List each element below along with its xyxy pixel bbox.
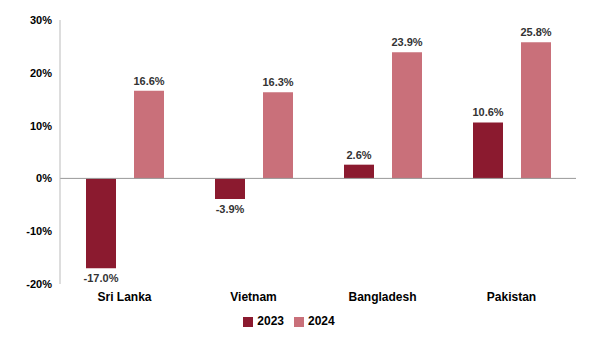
svg-text:25.8%: 25.8%	[520, 26, 551, 38]
svg-text:Vietnam: Vietnam	[230, 290, 276, 304]
svg-text:16.3%: 16.3%	[262, 76, 293, 88]
svg-text:Sri Lanka: Sri Lanka	[97, 290, 151, 304]
svg-text:10.6%: 10.6%	[472, 106, 503, 118]
svg-text:16.6%: 16.6%	[133, 75, 164, 87]
svg-text:-17.0%: -17.0%	[84, 272, 119, 284]
html-text:2024: 2024	[308, 314, 335, 328]
svg-text:23.9%: 23.9%	[391, 36, 422, 48]
svg-text:0%: 0%	[36, 172, 52, 184]
svg-text:10%: 10%	[30, 120, 52, 132]
svg-text:Bangladesh: Bangladesh	[348, 290, 416, 304]
svg-text:Pakistan: Pakistan	[487, 290, 536, 304]
svg-text:-3.9%: -3.9%	[216, 203, 245, 215]
svg-text:2.6%: 2.6%	[346, 149, 371, 161]
svg-text:-10%: -10%	[26, 225, 52, 237]
svg-text:30%: 30%	[30, 14, 52, 26]
html-text:2023: 2023	[257, 314, 284, 328]
svg-text:-20%: -20%	[26, 278, 52, 290]
svg-text:20%: 20%	[30, 67, 52, 79]
